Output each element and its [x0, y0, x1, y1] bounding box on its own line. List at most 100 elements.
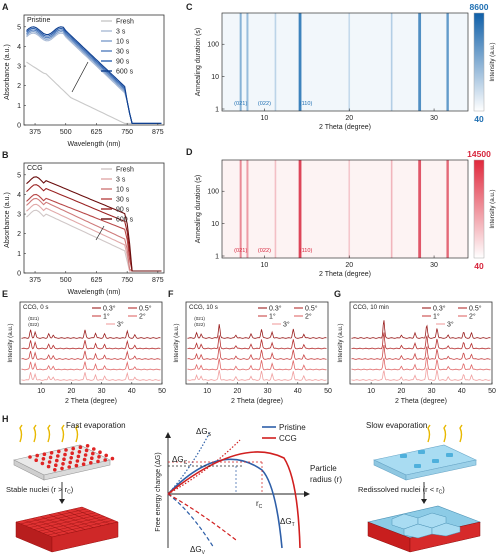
- nucleus-dot: [78, 445, 83, 450]
- nucleus-dot: [71, 446, 75, 451]
- heatmap-peak-stripe: [274, 13, 277, 111]
- energy-y-arrow: [165, 432, 171, 438]
- x-tick-label: 10: [261, 115, 269, 122]
- uv-curve: [26, 197, 162, 272]
- y-tick-label: 1: [17, 103, 21, 110]
- redissolved-nucleus: [418, 450, 425, 454]
- panel-letter-a: A: [2, 2, 9, 12]
- pristine-surface-energy-curve: [167, 431, 211, 495]
- trend-arrow-b: [95, 225, 105, 241]
- x-axis-label-e: 2 Theta (degree): [65, 398, 117, 405]
- heatmap-peak-stripe: [348, 13, 351, 111]
- x-tick-label: 30: [264, 388, 272, 395]
- stable-nuclei-label: Stable nuclei (r > rC): [6, 485, 74, 496]
- y-tick-label: 3: [17, 212, 21, 219]
- panel-letter-d: D: [186, 147, 193, 157]
- rc-sub: C: [259, 504, 263, 510]
- legend-label: 2°: [305, 313, 312, 321]
- heatmap-peak-stripe: [418, 13, 422, 111]
- rc-label: rC: [256, 499, 263, 510]
- colorbar-d: [473, 159, 485, 259]
- legend-label: 1°: [103, 313, 110, 321]
- slow-evaporation-label: Slow evaporation: [366, 421, 427, 430]
- y-tick-label: 10: [211, 74, 219, 81]
- legend-label: 0.3°: [433, 305, 446, 313]
- fast-evaporation-arrows: [19, 424, 79, 443]
- x-tick-label: 500: [60, 129, 72, 136]
- colorbar-min-d: 40: [474, 261, 484, 271]
- legend-label: 3 s: [116, 29, 126, 36]
- panel-letter-f: F: [168, 289, 174, 299]
- heatmap-bg-c: [222, 13, 468, 111]
- y-tick-label: 100: [207, 189, 219, 196]
- x-tick-label: 750: [121, 129, 133, 136]
- nucleus-dot: [57, 449, 61, 454]
- rc-text: r: [256, 499, 259, 508]
- uv-curve: [26, 26, 162, 124]
- xrd-curve: [351, 367, 491, 381]
- nucleus-dot: [83, 453, 88, 457]
- panel-b: B CCG Fresh 3 s 10 s 30 s 90 s 600 s 375 500 62…: [2, 150, 165, 296]
- heatmap-peak-stripe: [239, 160, 242, 258]
- uv-curve: [26, 30, 162, 124]
- peak-label: (021): [194, 316, 205, 321]
- y-tick-label: 10: [211, 221, 219, 228]
- y-axis-label-c: Annealing duration (s): [195, 28, 202, 97]
- y-tick-label: 0: [17, 123, 21, 130]
- xrd-curves-g: [351, 320, 491, 381]
- legend-label: 600 s: [116, 69, 134, 76]
- legend-label: 0.3°: [103, 305, 116, 313]
- nucleus-dot: [67, 465, 71, 469]
- panel-a-sample-label: Pristine: [27, 17, 50, 24]
- panel-d: D (021) (022) (110) 10 20 30 1 10 100 2 Theta …: [186, 147, 496, 278]
- grain-boundary: [65, 510, 102, 526]
- nucleus-dot: [61, 462, 65, 466]
- colorbar-label-d: Intensity (a.u.): [489, 189, 496, 228]
- panel-letter-h: H: [2, 414, 9, 424]
- plot-frame-a: [23, 14, 165, 126]
- legend-label: 600 s: [116, 217, 134, 224]
- grain-boundary: [48, 514, 86, 530]
- panel-c: C (021) (022) (110) 10 20 30 1 10 100 2 Theta …: [186, 2, 496, 131]
- legend-b: Fresh 3 s 10 s 30 s 90 s 600 s: [101, 167, 134, 224]
- redissolved-nucleus: [400, 454, 407, 458]
- x-tick-label: 375: [29, 129, 41, 136]
- legend-label: 30 s: [116, 49, 130, 56]
- redissolved-nuclei-label: Redissolved nuclei (r < rC): [358, 485, 445, 496]
- plot-frame-e: [19, 301, 163, 385]
- colorbar-max-c: 8600: [470, 2, 489, 12]
- legend-f: 0.3° 0.5° 1° 2° 3°: [258, 305, 318, 329]
- nucleus-dot: [47, 460, 52, 464]
- x-tick-label: 625: [91, 277, 103, 284]
- y-tick-label: 4: [17, 44, 21, 51]
- energy-y-label: Free energy change (ΔG): [155, 452, 162, 531]
- x-axis-label-a: Wavelength (nm): [67, 141, 120, 148]
- heatmap-peak-stripe: [298, 13, 302, 111]
- y-axis-label-b: Absorbance (a.u.): [4, 192, 11, 248]
- panel-g: G CCG, 10 min 0.3° 0.5°1° 2°3° 10 20 30 40 50 …: [334, 289, 496, 405]
- uv-curves-b: [26, 176, 162, 272]
- dgv-text: ΔG: [190, 545, 202, 554]
- nucleus-dot: [92, 447, 96, 451]
- redissolved-nucleus: [446, 453, 453, 457]
- x-tick-label: 50: [324, 388, 332, 395]
- x-tick-label: 875: [152, 277, 164, 284]
- nucleus-dot: [34, 458, 38, 463]
- nucleus-dot: [56, 454, 60, 458]
- redissolved-text: Redissolved nuclei (r < r: [358, 485, 439, 494]
- x-tick-label: 30: [430, 262, 438, 269]
- fast-film-tile: [13, 444, 111, 481]
- x-tick-label: 30: [98, 388, 106, 395]
- nucleus-dot: [49, 451, 54, 455]
- legend-label: 1°: [269, 313, 276, 321]
- down-arrow-right-head: [421, 499, 427, 504]
- legend-label: 0.5°: [469, 305, 482, 313]
- redissolved-sub: C: [439, 490, 443, 496]
- nucleus-dot: [60, 466, 64, 471]
- x-tick-label: 10: [203, 388, 211, 395]
- nucleus-dot: [62, 457, 66, 462]
- plot-frame-f: [185, 301, 329, 385]
- x-tick-label: 40: [458, 388, 466, 395]
- x-tick-label: 20: [397, 388, 405, 395]
